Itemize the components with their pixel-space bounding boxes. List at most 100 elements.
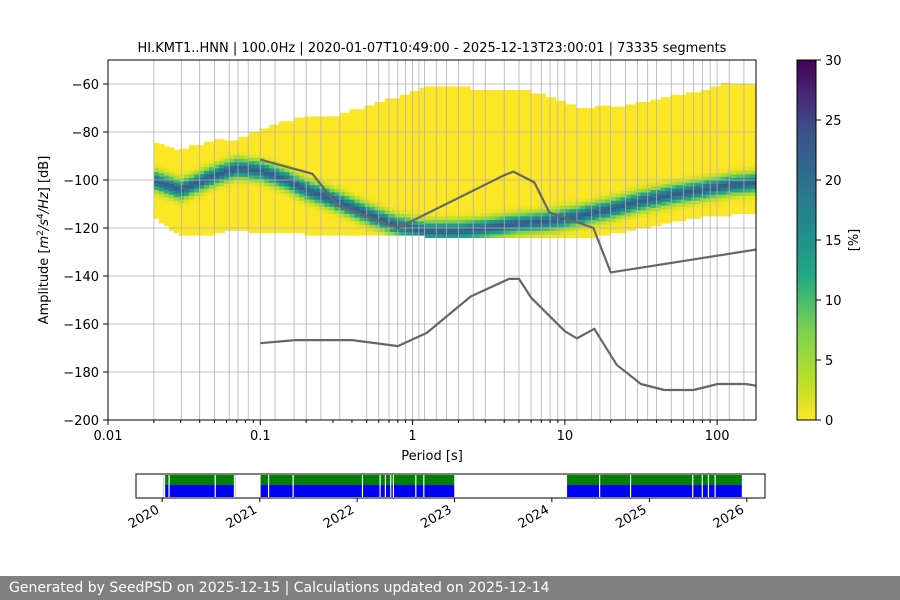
heatmap-cell — [720, 90, 727, 94]
heatmap-cell — [625, 190, 632, 195]
heatmap-cell — [700, 144, 707, 148]
heatmap-cell — [254, 139, 260, 144]
heatmap-cell — [750, 195, 757, 200]
heatmap-cell — [444, 86, 451, 91]
heatmap-cell — [515, 118, 521, 123]
heatmap-cell — [183, 217, 190, 222]
heatmap-cell — [490, 234, 496, 238]
heatmap-cell — [520, 108, 526, 112]
heatmap-cell — [474, 90, 481, 94]
heatmap-cell — [535, 180, 541, 184]
heatmap-cell — [349, 181, 356, 186]
heatmap-cell — [254, 182, 260, 187]
heatmap-cell — [334, 166, 341, 171]
heatmap-cell — [434, 219, 441, 224]
heatmap-cell — [550, 201, 556, 206]
heatmap-cell — [314, 192, 321, 196]
heatmap-cell — [715, 151, 722, 156]
heatmap-cell — [535, 190, 541, 195]
heatmap-cell — [560, 194, 566, 199]
heatmap-cell — [274, 175, 280, 180]
heatmap-cell — [193, 188, 200, 193]
heatmap-cell — [474, 97, 481, 102]
heatmap-cell — [434, 111, 441, 116]
heatmap-cell — [204, 145, 210, 150]
heatmap-cell — [399, 105, 406, 110]
heatmap-cell — [650, 124, 657, 129]
heatmap-cell — [580, 219, 586, 224]
heatmap-cell — [188, 228, 195, 232]
heatmap-cell — [454, 183, 461, 188]
heatmap-cell — [319, 210, 326, 214]
heatmap-cell — [444, 162, 451, 166]
heatmap-cell — [459, 176, 466, 181]
heatmap-cell — [490, 97, 496, 102]
heatmap-cell — [199, 195, 205, 200]
heatmap-cell — [209, 206, 215, 211]
heatmap-cell — [229, 190, 235, 195]
heatmap-cell — [374, 166, 381, 171]
heatmap-cell — [520, 165, 526, 170]
heatmap-cell — [640, 220, 647, 225]
heatmap-cell — [449, 115, 456, 120]
heatmap-cell — [560, 180, 566, 184]
heatmap-cell — [344, 217, 351, 222]
heatmap-cell — [725, 140, 732, 145]
heatmap-cell — [520, 118, 526, 123]
heatmap-cell — [284, 157, 290, 162]
heatmap-cell — [515, 180, 521, 184]
heatmap-cell — [168, 190, 175, 195]
heatmap-cell — [399, 195, 406, 200]
heatmap-cell — [274, 186, 280, 190]
heatmap-cell — [444, 108, 451, 112]
heatmap-cell — [575, 169, 581, 174]
heatmap-cell — [274, 146, 280, 151]
heatmap-cell — [565, 194, 571, 199]
heatmap-cell — [655, 186, 662, 190]
heatmap-cell — [269, 175, 275, 180]
heatmap-cell — [193, 202, 200, 207]
heatmap-cell — [520, 212, 526, 217]
heatmap-cell — [605, 192, 612, 196]
heatmap-cell — [540, 133, 546, 138]
heatmap-cell — [570, 165, 576, 170]
heatmap-cell — [369, 188, 376, 193]
heatmap-cell — [610, 186, 617, 190]
heatmap-cell — [695, 200, 702, 205]
heatmap-cell — [605, 159, 612, 164]
heatmap-cell — [173, 189, 180, 194]
heatmap-cell — [640, 195, 647, 200]
heatmap-cell — [505, 205, 511, 210]
heatmap-cell — [715, 115, 722, 120]
heatmap-cell — [264, 168, 270, 172]
heatmap-cell — [525, 187, 531, 192]
heatmap-cell — [449, 169, 456, 174]
heatmap-cell — [173, 207, 180, 212]
heatmap-cell — [209, 217, 215, 222]
heatmap-cell — [540, 226, 546, 231]
heatmap-cell — [700, 147, 707, 152]
heatmap-cell — [329, 127, 336, 132]
heatmap-cell — [229, 216, 235, 220]
heatmap-cell — [344, 210, 351, 214]
heatmap-cell — [665, 216, 672, 220]
heatmap-cell — [274, 189, 280, 194]
heatmap-cell — [615, 189, 622, 194]
heatmap-cell — [334, 123, 341, 128]
heatmap-cell — [655, 99, 662, 104]
heatmap-cell — [359, 217, 366, 222]
heatmap-cell — [480, 104, 486, 109]
heatmap-cell — [254, 204, 260, 208]
heatmap-cell — [439, 111, 446, 116]
heatmap-cell — [289, 211, 295, 216]
heatmap-cell — [354, 138, 361, 142]
heatmap-cell — [349, 202, 356, 207]
heatmap-cell — [214, 157, 220, 162]
heatmap-cell — [389, 116, 396, 121]
heatmap-cell — [605, 228, 612, 232]
heatmap-cell — [650, 121, 657, 126]
heatmap-cell — [670, 192, 677, 196]
heatmap-cell — [645, 148, 652, 153]
heatmap-cell — [314, 163, 321, 168]
heatmap-cell — [620, 128, 627, 133]
